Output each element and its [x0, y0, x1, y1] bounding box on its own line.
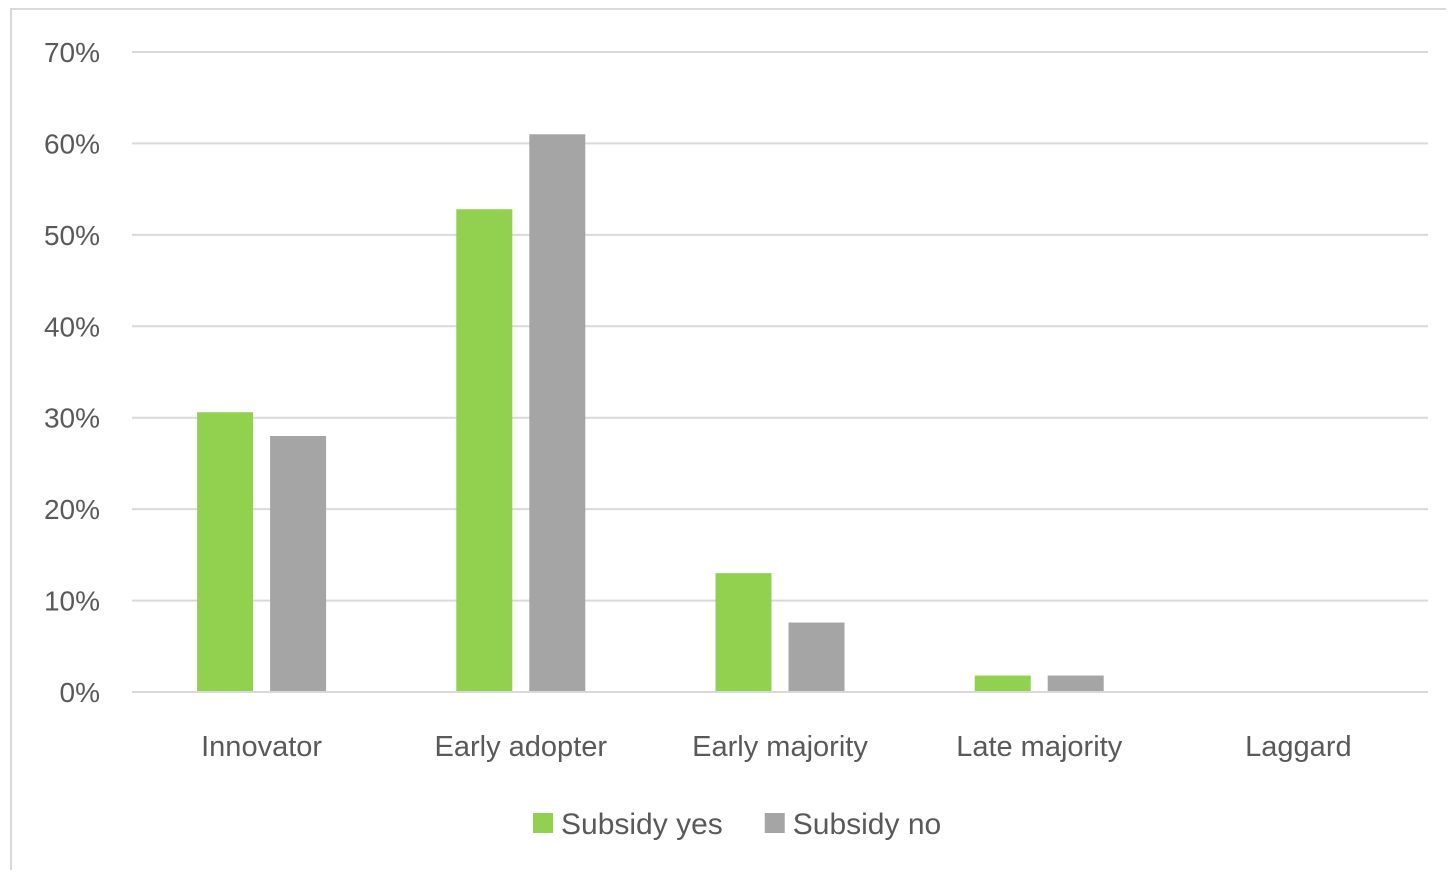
y-axis-tick-labels: 0% 10% 20% 30% 40% 50% 60% 70% [44, 37, 100, 708]
bar-subsidy-yes-early-adopter [456, 209, 513, 692]
legend: Subsidy yes Subsidy no [533, 808, 941, 841]
x-category-label: Innovator [201, 731, 322, 763]
x-category-label: Early majority [692, 731, 868, 763]
bar-subsidy-yes-late-majority [974, 675, 1031, 692]
bar-subsidy-no-early-majority [788, 622, 845, 692]
bar-subsidy-no-early-adopter [529, 134, 586, 693]
x-axis-category-labels: Innovator Early adopter Early majority Late… [201, 731, 1351, 763]
y-tick-label: 0% [60, 677, 100, 708]
bars [132, 134, 1428, 693]
gridlines [132, 51, 1428, 693]
y-tick-label: 50% [44, 220, 100, 251]
legend-label: Subsidy yes [561, 808, 723, 841]
legend-swatch [533, 813, 553, 833]
x-category-label: Late majority [956, 731, 1123, 763]
legend-entry-subsidy-no: Subsidy no [764, 808, 941, 841]
bar-subsidy-no-late-majority [1047, 675, 1104, 692]
y-tick-label: 40% [44, 311, 100, 342]
x-category-label: Laggard [1245, 731, 1351, 763]
bar-subsidy-no-innovator [270, 436, 327, 692]
y-tick-label: 10% [44, 586, 100, 617]
legend-entry-subsidy-yes: Subsidy yes [533, 808, 723, 841]
y-tick-label: 60% [44, 128, 100, 159]
bar-subsidy-yes-early-majority [715, 573, 772, 692]
legend-label: Subsidy no [793, 808, 941, 841]
legend-swatch [764, 813, 785, 833]
x-category-label: Early adopter [435, 731, 608, 763]
y-tick-label: 30% [44, 403, 100, 434]
bar-subsidy-yes-innovator [197, 412, 254, 692]
y-tick-label: 70% [44, 37, 100, 68]
y-tick-label: 20% [44, 494, 100, 525]
